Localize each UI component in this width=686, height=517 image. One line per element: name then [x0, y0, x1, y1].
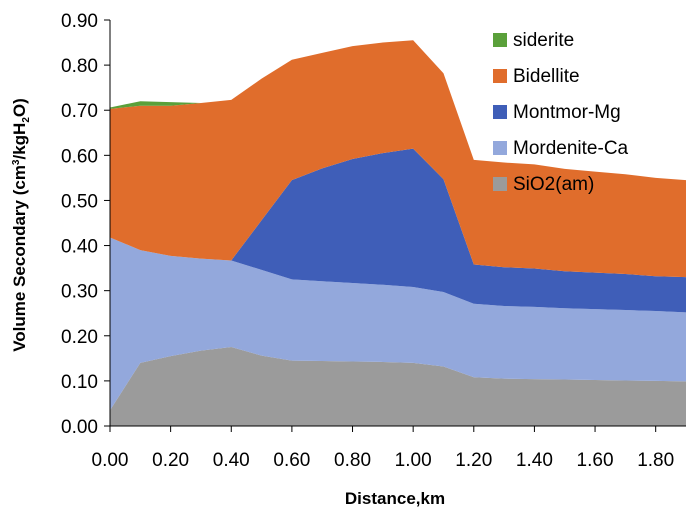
y-tick-labels: 0.00 0.10 0.20 0.30 0.40 0.50 0.60 0.70 0.80 0.90 [61, 11, 110, 438]
x-tick-labels: 0.00 0.20 0.40 0.60 0.80 1.00 1.20 1.40 1.60 1.80 [92, 426, 674, 471]
legend-label-sio2-am-: SiO2(am) [513, 174, 594, 195]
y-axis-title-part: /kgH [10, 123, 29, 160]
legend-swatch-siderite [493, 33, 507, 47]
y-axis-title: Volume Secondary (cm3/kgH2O) [10, 98, 32, 352]
y-tick-label: 0.10 [61, 372, 98, 393]
legend-swatch-mordenite-ca [493, 141, 507, 155]
y-tick-label: 0.30 [61, 282, 98, 303]
legend-label-bidellite: Bidellite [513, 66, 580, 87]
area-montmor-mg [110, 148, 686, 313]
x-tick-label: 1.60 [577, 450, 614, 471]
y-tick-label: 0.60 [61, 146, 98, 167]
x-tick-label: 1.20 [455, 450, 492, 471]
y-tick-label: 0.70 [61, 101, 98, 122]
area-bidellite [110, 40, 686, 278]
y-tick-label: 0.50 [61, 191, 98, 212]
y-tick-label: 0.40 [61, 237, 98, 258]
legend-swatch-bidellite [493, 69, 507, 83]
y-tick-label: 0.20 [61, 327, 98, 348]
axes [109, 20, 686, 427]
x-tick-label: 1.80 [637, 450, 674, 471]
x-tick-label: 1.40 [516, 450, 553, 471]
x-tick-label: 0.00 [92, 450, 129, 471]
x-tick-label: 0.20 [152, 450, 189, 471]
y-axis-title-part: Volume Secondary (cm [10, 165, 29, 352]
area-series-group [110, 40, 686, 426]
x-axis-title: Distance,km [345, 489, 445, 508]
x-tick-label: 1.00 [395, 450, 432, 471]
area-mordenite-ca [110, 237, 686, 411]
y-axis-title-part: 3 [11, 159, 22, 165]
x-tick-label: 0.60 [273, 450, 310, 471]
legend-label-mordenite-ca: Mordenite-Ca [513, 138, 629, 159]
legend-swatch-montmor-mg [493, 105, 507, 119]
area-sio2-am- [110, 347, 686, 426]
legend-label-siderite: siderite [513, 30, 574, 51]
y-tick-label: 0.00 [61, 417, 98, 438]
x-tick-label: 0.40 [213, 450, 250, 471]
y-axis-title-part: O) [10, 98, 29, 117]
y-tick-label: 0.80 [61, 56, 98, 77]
legend-swatch-sio2-am- [493, 177, 507, 191]
x-tick-label: 0.80 [334, 450, 371, 471]
y-axis-title-part: 2 [21, 117, 32, 123]
y-tick-label: 0.90 [61, 11, 98, 32]
legend: siderite Bidellite Montmor-Mg Mordenite-Ca S… [493, 30, 629, 195]
legend-label-montmor-mg: Montmor-Mg [513, 102, 621, 123]
